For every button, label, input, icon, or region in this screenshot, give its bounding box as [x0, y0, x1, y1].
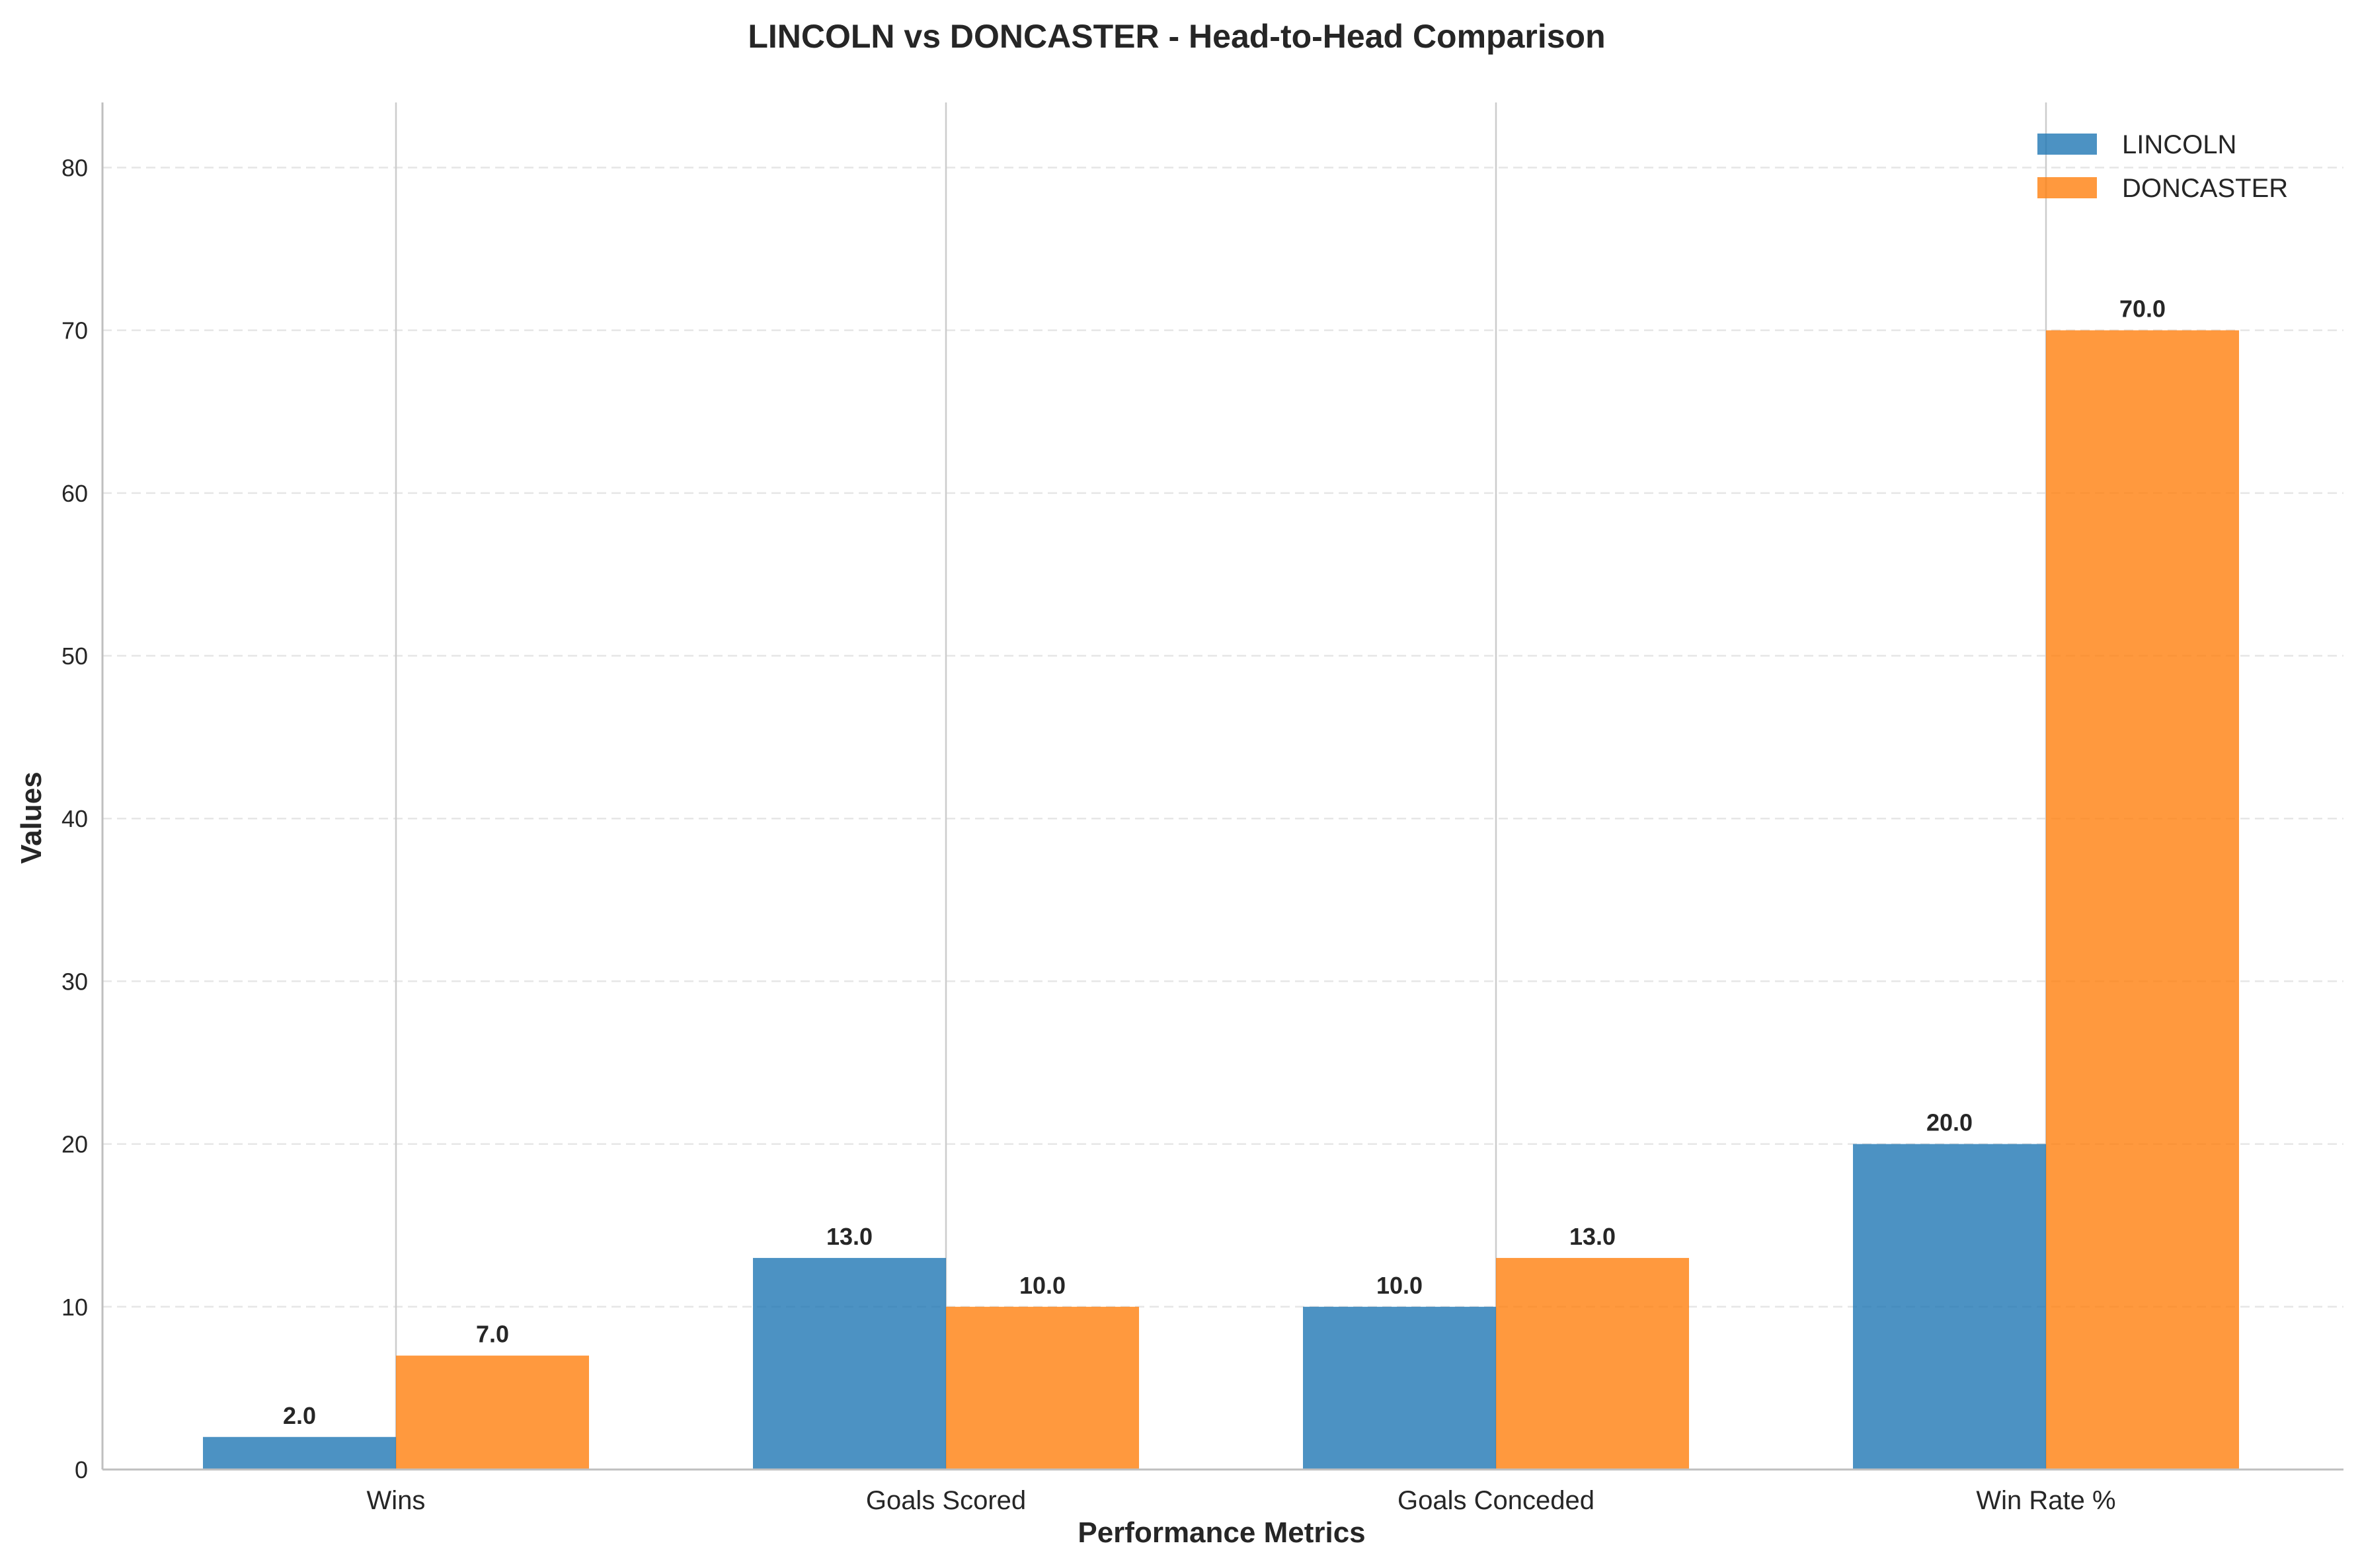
bar: [753, 1257, 946, 1470]
bars: [203, 330, 2239, 1470]
y-tick-label: 40: [61, 805, 88, 832]
y-tick-label: 60: [61, 480, 88, 507]
legend-label: LINCOLN: [2122, 130, 2236, 159]
bar: [1303, 1306, 1496, 1470]
x-tick-label: Goals Conceded: [1397, 1486, 1594, 1515]
data-label: 20.0: [1926, 1109, 1973, 1136]
data-label: 2.0: [283, 1402, 316, 1429]
y-tick-label: 30: [61, 968, 88, 995]
x-tick-label: Wins: [367, 1486, 426, 1515]
x-tick-labels: Wins Goals Scored Goals Conceded Win Rate %: [367, 1486, 2116, 1515]
legend-label: DONCASTER: [2122, 174, 2288, 203]
x-tick-label: Goals Scored: [866, 1486, 1026, 1515]
bar: [396, 1355, 589, 1470]
bar: [1853, 1144, 2046, 1470]
data-label: 13.0: [1569, 1223, 1616, 1250]
y-tick-label: 10: [61, 1294, 88, 1321]
y-tick-label: 80: [61, 154, 88, 181]
legend-swatch: [2037, 177, 2097, 198]
x-tick-label: Win Rate %: [1976, 1486, 2115, 1515]
bar: [203, 1436, 396, 1470]
data-label: 10.0: [1019, 1272, 1066, 1299]
x-axis-label: Performance Metrics: [1078, 1516, 1365, 1549]
legend-swatch: [2037, 134, 2097, 155]
y-tick-label: 0: [75, 1456, 88, 1483]
y-tick-label: 70: [61, 317, 88, 344]
data-labels: 2.0 13.0 10.0 20.0 7.0 10.0 13.0 70.0: [283, 295, 2166, 1429]
data-label: 13.0: [826, 1223, 873, 1250]
legend: LINCOLN DONCASTER: [2037, 130, 2288, 203]
data-label: 70.0: [2119, 295, 2166, 323]
bar: [2046, 330, 2239, 1470]
y-tick-label: 50: [61, 643, 88, 670]
data-label: 10.0: [1376, 1272, 1423, 1299]
data-label: 7.0: [476, 1321, 509, 1348]
bar: [946, 1306, 1139, 1470]
y-axis-label: Values: [15, 771, 48, 863]
chart-title: LINCOLN vs DONCASTER - Head-to-Head Comp…: [748, 18, 1605, 55]
bar: [1496, 1257, 1689, 1470]
y-tick-labels: 0 10 20 30 40 50 60 70 80: [61, 154, 88, 1483]
y-tick-label: 20: [61, 1131, 88, 1158]
axes: [101, 102, 2343, 1471]
